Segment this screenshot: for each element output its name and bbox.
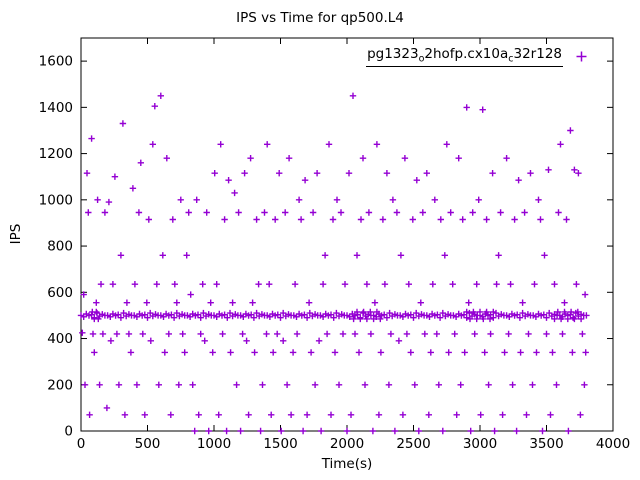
y-tick-label: 1200 xyxy=(39,146,73,162)
legend-label-subscript: c xyxy=(508,53,514,65)
data-points xyxy=(77,92,590,435)
legend-label-part: pg1323 xyxy=(367,46,419,62)
legend-label-part: 32r128 xyxy=(513,46,563,62)
legend-label: pg1323o2hofp.cx10ac32r128 xyxy=(366,46,563,67)
y-tick-label: 1600 xyxy=(39,54,73,70)
legend-label-part: 2hofp.cx10a xyxy=(424,46,509,62)
y-tick-label: 200 xyxy=(47,377,73,393)
y-tick-label: 1000 xyxy=(39,192,73,208)
x-tick-label: 3000 xyxy=(463,436,497,452)
y-tick-label: 0 xyxy=(64,424,73,440)
x-tick-label: 3500 xyxy=(529,436,563,452)
x-tick-label: 4000 xyxy=(596,436,630,452)
x-tick-label: 500 xyxy=(135,436,161,452)
x-tick-label: 1000 xyxy=(197,436,231,452)
legend-point-marker-icon xyxy=(576,51,587,62)
y-tick-label: 400 xyxy=(47,331,73,347)
x-tick-label: 2500 xyxy=(396,436,430,452)
x-tick-label: 1500 xyxy=(263,436,297,452)
y-tick-label: 1400 xyxy=(39,100,73,116)
legend-label-subscript: o xyxy=(418,53,425,65)
y-tick-label: 800 xyxy=(47,239,73,255)
x-tick-label: 2000 xyxy=(330,436,364,452)
chart-title: IPS vs Time for qp500.L4 xyxy=(236,10,404,26)
y-axis-label: IPS xyxy=(8,223,24,245)
legend: pg1323o2hofp.cx10ac32r128 xyxy=(366,46,588,67)
x-tick-label: 0 xyxy=(77,436,86,452)
x-axis-label: Time(s) xyxy=(321,456,373,472)
y-tick-label: 600 xyxy=(47,285,73,301)
